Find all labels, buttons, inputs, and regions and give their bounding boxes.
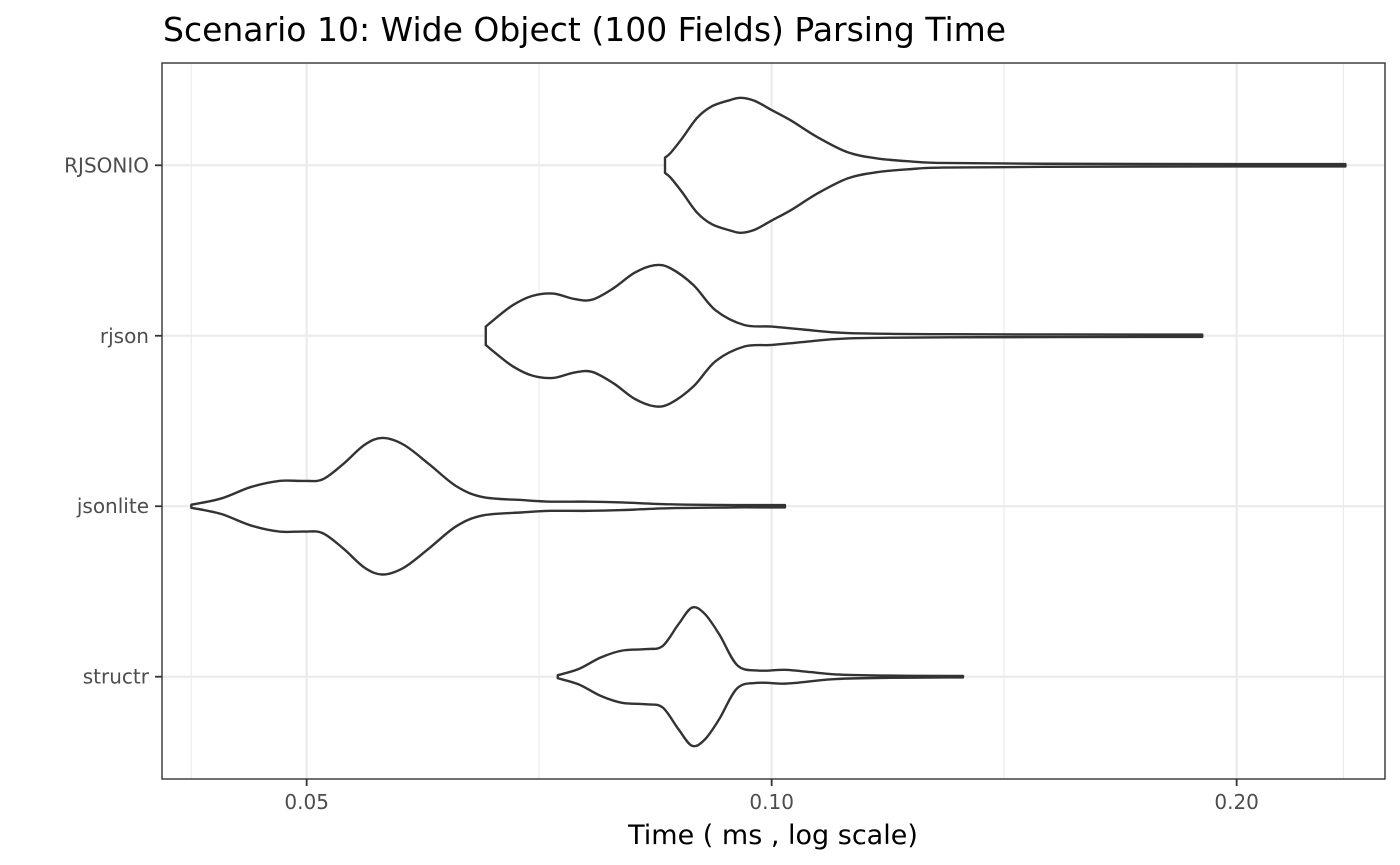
y-tick-label: jsonlite bbox=[76, 494, 149, 518]
x-axis-label: Time ( ms , log scale) bbox=[627, 820, 918, 851]
violin-jsonlite bbox=[190, 436, 787, 576]
x-tick-label: 0.20 bbox=[1214, 790, 1259, 814]
x-tick-label: 0.10 bbox=[749, 790, 794, 814]
y-axis: RJSONIO rjson jsonlite structr bbox=[64, 153, 162, 689]
violins bbox=[190, 96, 1347, 748]
y-tick-label: RJSONIO bbox=[64, 153, 149, 177]
violin-structr bbox=[556, 606, 965, 748]
plot-panel-border bbox=[161, 62, 1386, 780]
y-tick-label: rjson bbox=[100, 324, 149, 348]
x-tick-label: 0.05 bbox=[284, 790, 329, 814]
x-axis: 0.05 0.10 0.20 bbox=[284, 779, 1259, 814]
y-tick-label: structr bbox=[83, 665, 150, 689]
violin-rjson bbox=[484, 263, 1204, 408]
chart-title: Scenario 10: Wide Object (100 Fields) Pa… bbox=[163, 10, 1006, 49]
violin-rjsonio bbox=[663, 96, 1347, 234]
